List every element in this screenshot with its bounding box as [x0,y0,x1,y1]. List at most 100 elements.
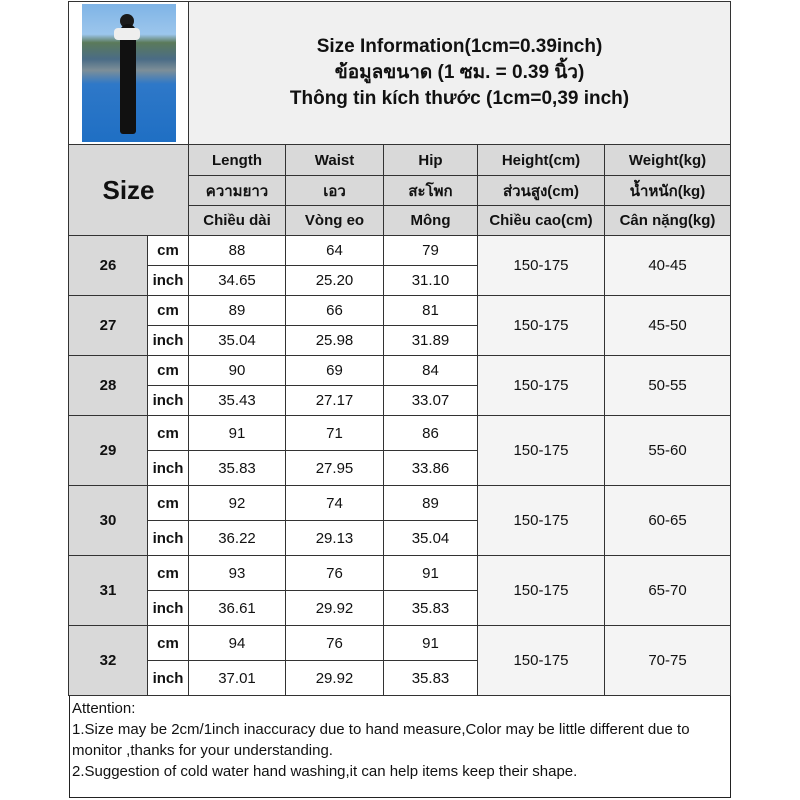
inch-value: 31.10 [383,265,478,296]
table-row: inch 37.01 29.92 35.83 [69,660,731,696]
size-value: 27 [68,295,148,356]
cm-value: 88 [188,235,286,266]
size-info-title: Size Information(1cm=0.39inch) ข้อมูลขนา… [187,1,732,145]
table-row: 27 cm 89 66 81 150-175 45-50 [68,295,732,356]
inch-value: 27.95 [285,450,384,486]
size-value: 30 [68,485,148,556]
cm-value: 74 [285,485,384,521]
size-value: 31 [68,555,148,626]
inch-value: 35.83 [383,590,478,626]
size-value: 28 [68,355,148,416]
inch-value: 35.04 [383,520,478,556]
product-photo [81,4,176,142]
height-range: 150-175 [477,415,605,486]
column-header-en: Height(cm) [477,144,605,176]
size-value: 32 [68,625,148,696]
unit-label: cm [147,555,189,591]
inch-value: 36.61 [188,590,286,626]
cm-value: 93 [188,555,286,591]
height-range: 150-175 [477,235,605,296]
note-item: 1.Size may be 2cm/1inch inaccuracy due t… [72,721,690,759]
inch-value: 29.13 [285,520,384,556]
inch-value: 33.07 [383,385,478,416]
cm-value: 79 [383,235,478,266]
table-row: 31 cm 93 76 91 150-175 65-70 [68,555,732,626]
column-header-vi: Mông [383,205,478,236]
weight-range: 65-70 [603,555,732,626]
product-photo-cell [68,1,189,145]
unit-label: cm [147,485,189,521]
inch-value: 37.01 [188,660,286,696]
title-thai: ข้อมูลขนาด (1 ซม. = 0.39 นิ้ว) [334,62,585,83]
cm-value: 84 [383,355,478,386]
inch-value: 25.98 [285,325,384,356]
cm-value: 76 [285,555,384,591]
unit-label: cm [147,235,189,266]
unit-label: cm [147,625,189,661]
inch-value: 35.83 [383,660,478,696]
unit-label: inch [147,590,189,626]
column-header-th: ความยาว [188,175,286,206]
table-row: inch 36.22 29.13 35.04 [69,520,731,556]
column-header-vi: Chiều dài [188,205,286,236]
inch-value: 29.92 [285,590,384,626]
unit-label: cm [147,415,189,451]
size-value: 26 [68,235,148,296]
weight-range: 70-75 [603,625,732,696]
cm-value: 86 [383,415,478,451]
inch-value: 35.43 [188,385,286,416]
cm-value: 94 [188,625,286,661]
cm-value: 71 [285,415,384,451]
height-range: 150-175 [477,555,605,626]
table-row: 26 cm 88 64 79 150-175 40-45 [68,235,732,296]
table-row: 29 cm 91 71 86 150-175 55-60 [68,415,732,486]
cm-value: 92 [188,485,286,521]
table-row: 28 cm 90 69 84 150-175 50-55 [68,355,732,416]
inch-value: 35.83 [188,450,286,486]
size-value: 29 [68,415,148,486]
unit-label: cm [147,355,189,386]
unit-label: inch [147,660,189,696]
table-row: 30 cm 92 74 89 150-175 60-65 [68,485,732,556]
table-row: 32 cm 94 76 91 150-175 70-75 [68,625,732,696]
inch-value: 35.04 [188,325,286,356]
notes-heading: Attention: [72,700,136,717]
title-vietnamese: Thông tin kích thước (1cm=0,39 inch) [289,88,630,109]
cm-value: 91 [383,555,478,591]
weight-range: 55-60 [603,415,732,486]
note-item: 2.Suggestion of cold water hand washing,… [72,763,578,780]
cm-value: 91 [188,415,286,451]
column-header-vi: Cân nặng(kg) [603,205,732,236]
cm-value: 66 [285,295,384,326]
cm-value: 89 [383,485,478,521]
cm-value: 76 [285,625,384,661]
column-header-vi: Chiều cao(cm) [477,205,605,236]
inch-value: 25.20 [285,265,384,296]
inch-value: 29.92 [285,660,384,696]
inch-value: 33.86 [383,450,478,486]
unit-label: inch [147,450,189,486]
weight-range: 60-65 [603,485,732,556]
cm-value: 64 [285,235,384,266]
title-english: Size Information(1cm=0.39inch) [316,36,603,57]
table-row: inch 35.04 25.98 31.89 [69,325,731,356]
cm-value: 81 [383,295,478,326]
weight-range: 40-45 [603,235,732,296]
unit-label: inch [147,520,189,556]
column-header-en: Hip [383,144,478,176]
column-header-th: ส่วนสูง(cm) [477,175,605,206]
unit-label: cm [147,295,189,326]
attention-notes: Attention: 1.Size may be 2cm/1inch inacc… [70,698,730,782]
column-header-th: สะโพก [383,175,478,206]
column-header-th: น้ำหนัก(kg) [603,175,732,206]
height-range: 150-175 [477,485,605,556]
column-header-th: เอว [285,175,384,206]
table-row: inch 34.65 25.20 31.10 [69,265,731,296]
unit-label: inch [147,265,189,296]
cm-value: 91 [383,625,478,661]
table-row: inch 35.83 27.95 33.86 [69,450,731,486]
height-range: 150-175 [477,355,605,416]
weight-range: 50-55 [603,355,732,416]
inch-value: 27.17 [285,385,384,416]
inch-value: 31.89 [383,325,478,356]
